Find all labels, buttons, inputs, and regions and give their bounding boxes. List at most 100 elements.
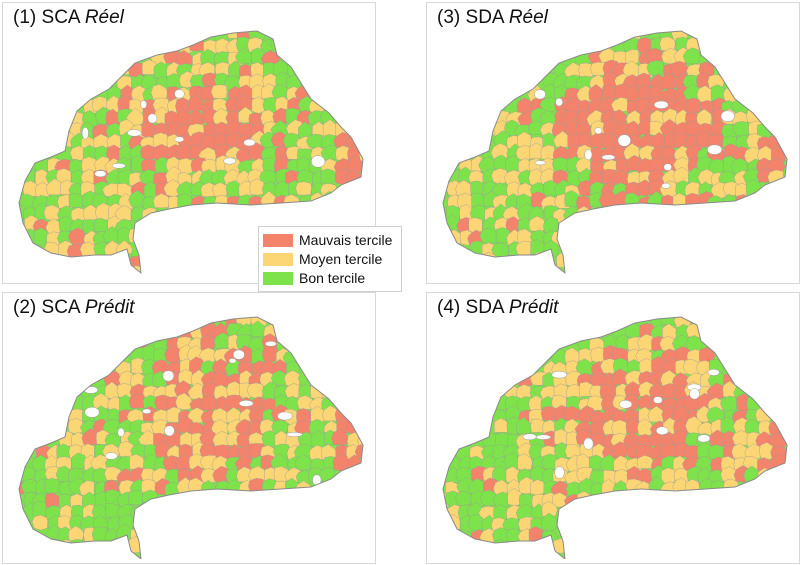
district-region bbox=[200, 393, 217, 412]
district-region bbox=[321, 88, 338, 103]
district-region bbox=[294, 202, 314, 220]
district-region bbox=[770, 97, 787, 113]
map-panel-sca-predit: (2) SCA Prédit bbox=[2, 292, 376, 564]
district-region bbox=[190, 239, 207, 256]
district-region bbox=[685, 97, 703, 114]
unclassified-area bbox=[584, 149, 593, 161]
district-region bbox=[540, 49, 559, 67]
district-region bbox=[517, 332, 533, 351]
district-region bbox=[744, 51, 763, 69]
district-region bbox=[81, 325, 100, 340]
district-region bbox=[443, 180, 448, 199]
district-region bbox=[19, 417, 25, 435]
unclassified-area bbox=[663, 163, 672, 171]
district-region bbox=[639, 527, 657, 542]
district-region bbox=[322, 549, 340, 559]
district-region bbox=[443, 347, 450, 365]
district-region bbox=[577, 228, 597, 245]
district-region bbox=[781, 416, 787, 435]
district-region bbox=[494, 333, 511, 351]
district-region bbox=[495, 552, 512, 559]
district-region bbox=[516, 31, 534, 42]
district-region bbox=[154, 38, 172, 53]
district-region bbox=[780, 502, 787, 517]
district-region bbox=[20, 465, 36, 482]
unclassified-area bbox=[655, 426, 669, 435]
panel-number: (1) bbox=[13, 7, 37, 28]
district-region bbox=[140, 504, 158, 522]
district-region bbox=[781, 317, 787, 331]
district-region bbox=[712, 35, 727, 52]
district-region bbox=[745, 216, 762, 236]
panel-number: (2) bbox=[13, 297, 37, 318]
district-region bbox=[683, 216, 700, 235]
district-region bbox=[446, 264, 463, 273]
district-region bbox=[767, 323, 785, 340]
district-region bbox=[443, 386, 452, 402]
unclassified-area bbox=[277, 411, 293, 421]
unclassified-area bbox=[689, 388, 700, 400]
district-region bbox=[566, 229, 584, 247]
district-region bbox=[567, 265, 585, 273]
legend-swatch bbox=[263, 271, 293, 285]
district-region bbox=[480, 360, 496, 375]
district-region bbox=[22, 360, 39, 377]
district-region bbox=[613, 455, 630, 472]
district-region bbox=[757, 242, 774, 259]
unclassified-area bbox=[105, 452, 118, 460]
district-region bbox=[152, 334, 168, 351]
district-region bbox=[271, 537, 289, 554]
district-region bbox=[542, 36, 559, 52]
district-region bbox=[686, 490, 704, 508]
district-region bbox=[175, 392, 193, 411]
unclassified-area bbox=[117, 427, 125, 437]
district-region bbox=[625, 527, 643, 544]
unclassified-area bbox=[223, 157, 237, 165]
district-region bbox=[770, 385, 786, 403]
district-region bbox=[515, 240, 534, 256]
district-region bbox=[235, 47, 252, 65]
district-region bbox=[81, 72, 99, 92]
district-region bbox=[175, 97, 193, 114]
district-region bbox=[660, 72, 676, 90]
district-region bbox=[626, 120, 643, 138]
unclassified-area bbox=[162, 370, 175, 382]
district-region bbox=[579, 131, 595, 150]
district-region bbox=[346, 491, 362, 508]
district-region bbox=[176, 317, 194, 327]
map-panel-sda-reel: (3) SDA Réel bbox=[426, 2, 800, 284]
district-region bbox=[636, 517, 652, 534]
region-cells bbox=[443, 31, 787, 273]
district-region bbox=[540, 512, 558, 533]
district-region bbox=[227, 515, 244, 533]
district-region bbox=[247, 536, 266, 553]
unclassified-area bbox=[286, 432, 303, 437]
district-region bbox=[578, 62, 596, 78]
district-region bbox=[467, 73, 485, 90]
district-region bbox=[732, 120, 751, 138]
district-region bbox=[82, 552, 98, 559]
district-region bbox=[443, 123, 451, 140]
district-region bbox=[518, 217, 532, 234]
district-region bbox=[471, 356, 489, 376]
district-region bbox=[91, 265, 108, 273]
district-region bbox=[599, 205, 617, 222]
unclassified-area bbox=[243, 138, 256, 147]
district-region bbox=[343, 48, 360, 67]
unclassified-area bbox=[140, 100, 147, 109]
district-region bbox=[356, 59, 363, 77]
district-region bbox=[456, 62, 475, 77]
district-region bbox=[457, 421, 475, 439]
district-region bbox=[663, 264, 678, 273]
district-region bbox=[332, 380, 349, 399]
district-region bbox=[200, 242, 219, 258]
district-region bbox=[457, 551, 473, 559]
panel-status: Prédit bbox=[508, 297, 559, 318]
district-region bbox=[225, 206, 243, 223]
district-region bbox=[81, 428, 99, 446]
district-region bbox=[283, 49, 299, 65]
district-region bbox=[56, 396, 74, 413]
district-region bbox=[599, 96, 617, 115]
district-region bbox=[696, 85, 715, 104]
district-region bbox=[177, 157, 194, 175]
